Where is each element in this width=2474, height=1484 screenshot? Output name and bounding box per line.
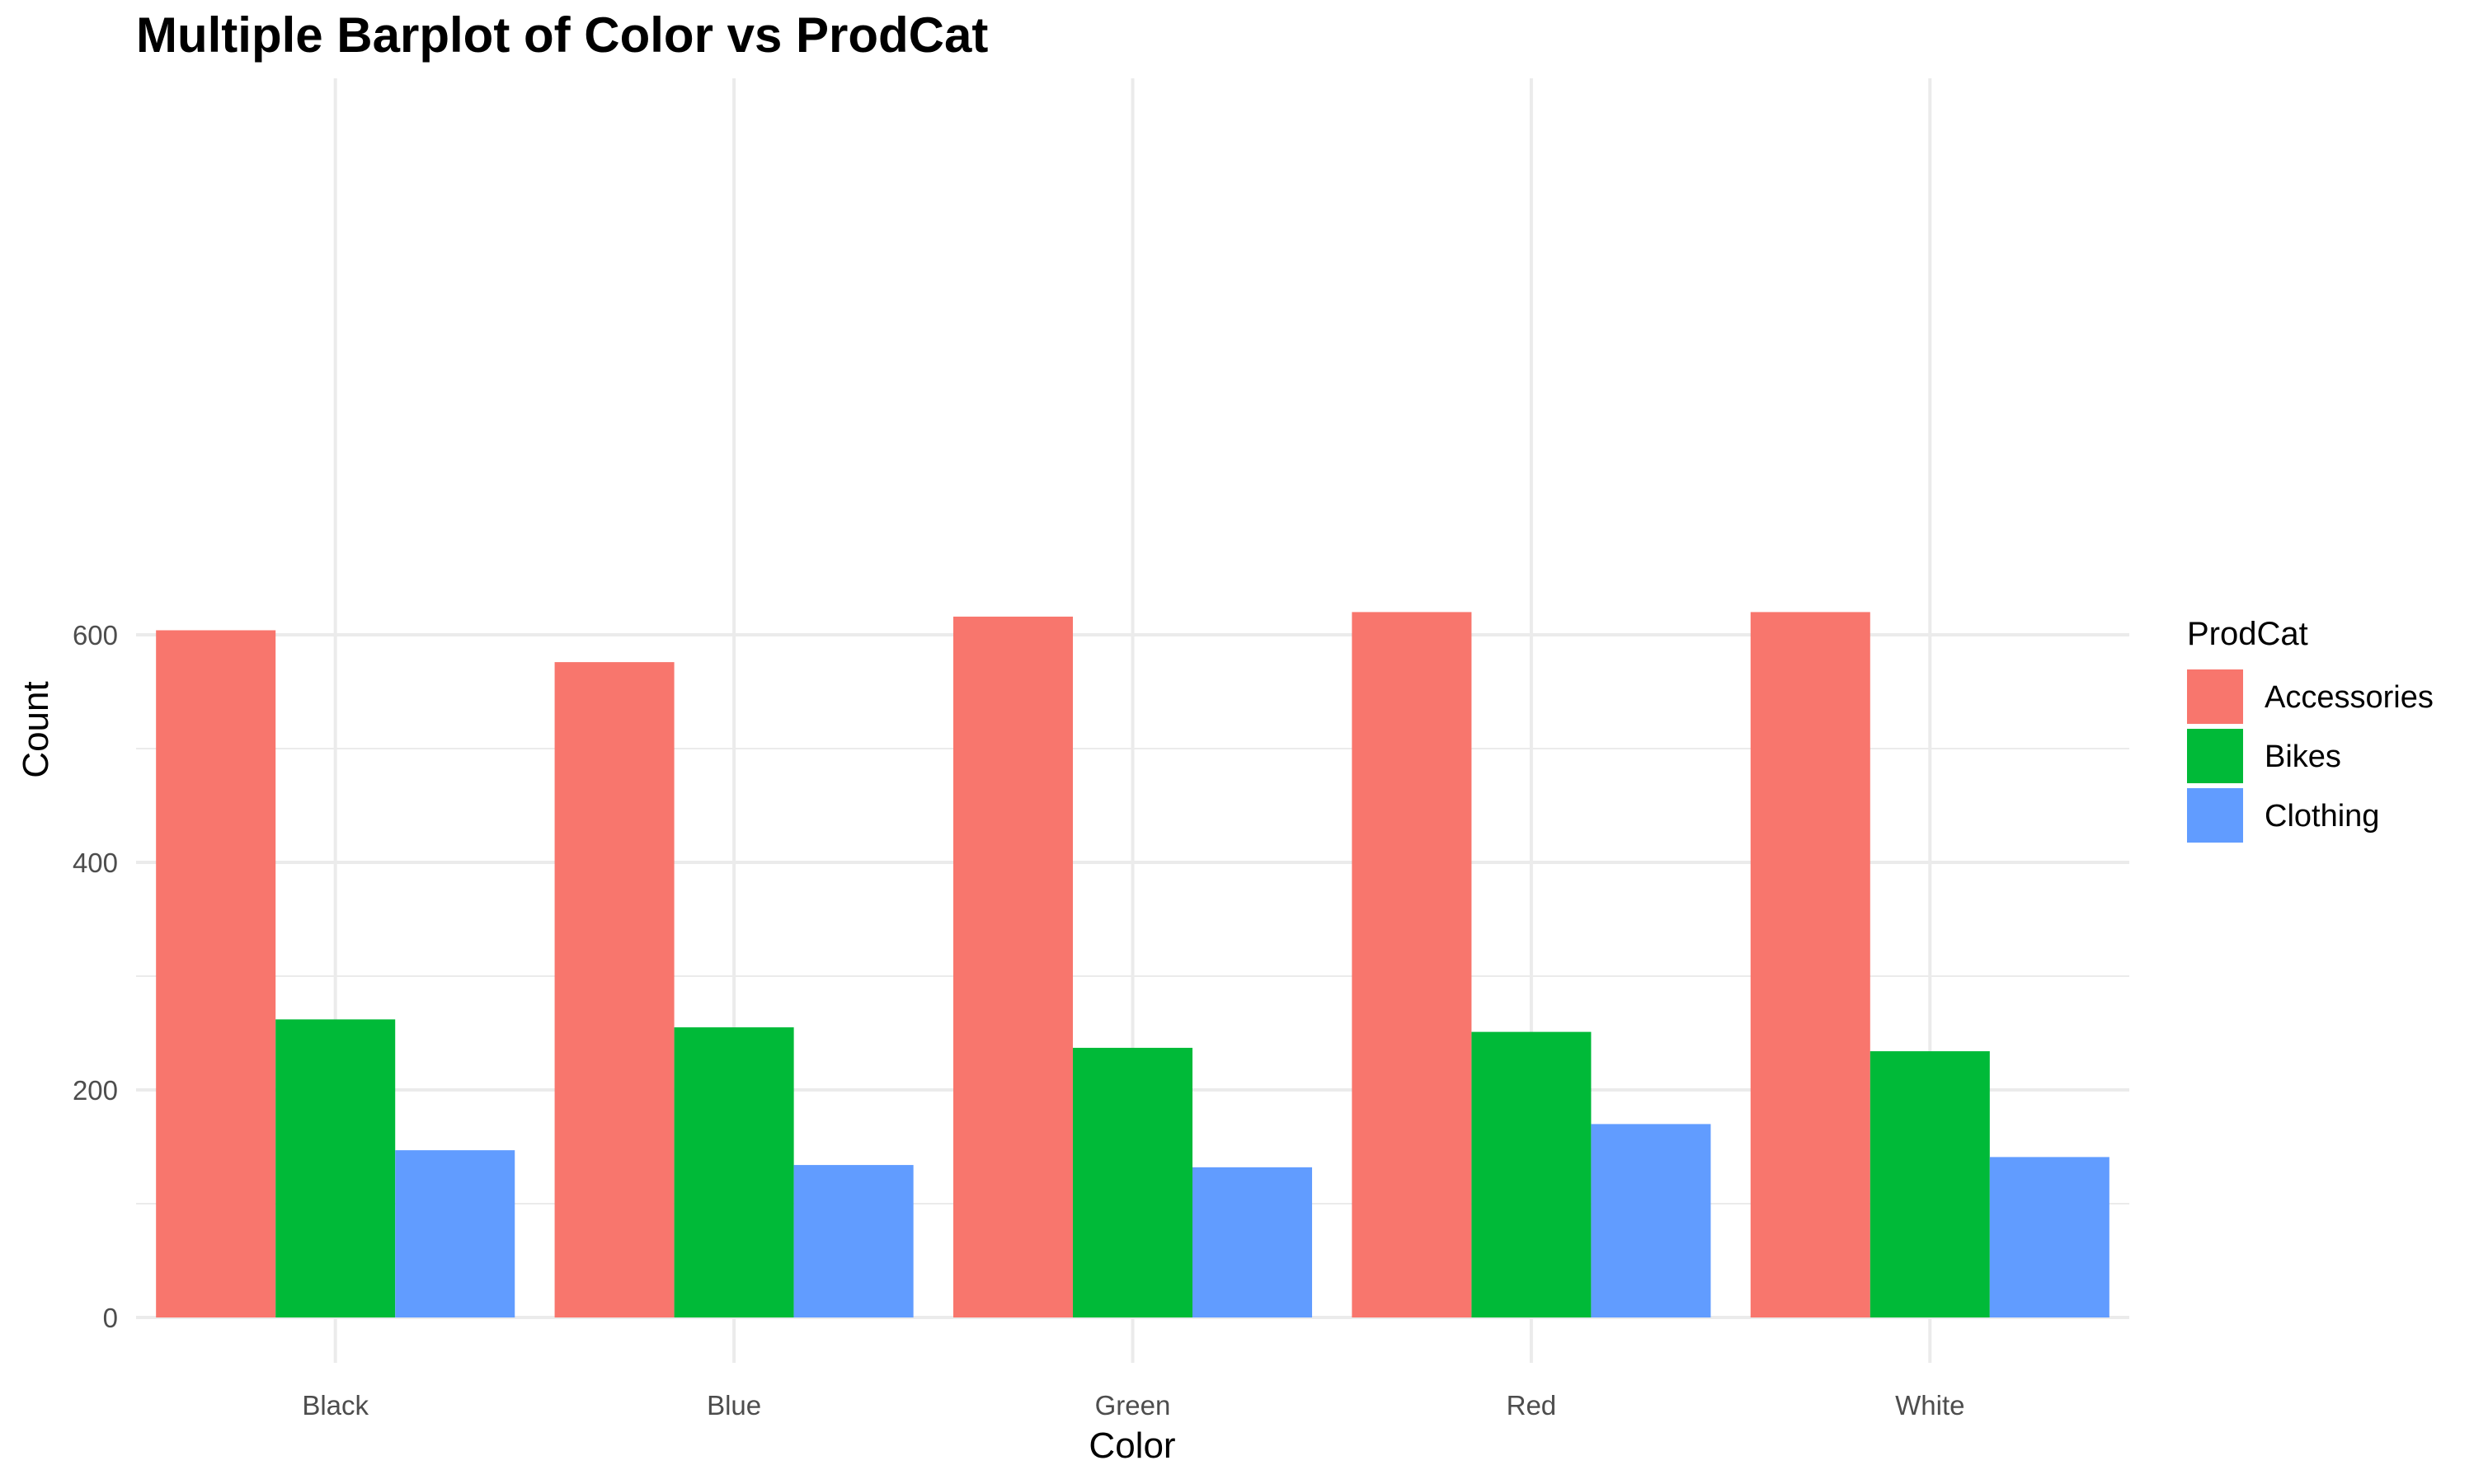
bar-red-accessories: [1352, 612, 1472, 1317]
x-axis-ticks: Black Blue Green Red White: [302, 1390, 1964, 1421]
bar-red-bikes: [1471, 1031, 1592, 1317]
bar-green-bikes: [1072, 1047, 1193, 1317]
legend: ProdCat Accessories Bikes Clothing: [2187, 616, 2434, 843]
bar-black-bikes: [275, 1019, 396, 1317]
bar-blue-accessories: [554, 662, 675, 1317]
x-tick-label: White: [1895, 1390, 1964, 1421]
legend-label-bikes: Bikes: [2265, 740, 2341, 774]
y-tick-label: 400: [73, 848, 118, 878]
legend-items: Accessories Bikes Clothing: [2187, 669, 2434, 843]
bar-red-clothing: [1591, 1124, 1711, 1317]
y-tick-label: 200: [73, 1075, 118, 1106]
bars: [156, 612, 2109, 1317]
bar-blue-bikes: [674, 1027, 794, 1317]
legend-key-clothing: [2187, 788, 2243, 843]
bar-green-clothing: [1192, 1167, 1313, 1317]
legend-key-accessories: [2187, 669, 2243, 724]
bar-white-clothing: [1989, 1157, 2109, 1317]
x-tick-label: Red: [1507, 1390, 1557, 1421]
bar-white-accessories: [1750, 612, 1870, 1317]
legend-label-clothing: Clothing: [2265, 799, 2379, 834]
y-axis-ticks: 0 200 400 600: [73, 620, 118, 1333]
y-tick-label: 600: [73, 620, 118, 650]
x-tick-label: Black: [302, 1390, 369, 1421]
bar-white-bikes: [1870, 1051, 1990, 1317]
bar-black-accessories: [156, 630, 276, 1317]
x-tick-label: Green: [1095, 1390, 1171, 1421]
legend-title: ProdCat: [2187, 616, 2308, 652]
y-tick-label: 0: [103, 1303, 118, 1333]
legend-key-bikes: [2187, 729, 2243, 783]
bar-blue-clothing: [793, 1165, 914, 1317]
chart-title: Multiple Barplot of Color vs ProdCat: [136, 7, 988, 63]
x-axis-title: Color: [1089, 1425, 1175, 1466]
y-axis-title: Count: [16, 681, 56, 777]
bar-black-clothing: [395, 1150, 515, 1317]
x-tick-label: Blue: [707, 1390, 761, 1421]
bar-green-accessories: [952, 616, 1073, 1317]
legend-label-accessories: Accessories: [2265, 680, 2434, 715]
